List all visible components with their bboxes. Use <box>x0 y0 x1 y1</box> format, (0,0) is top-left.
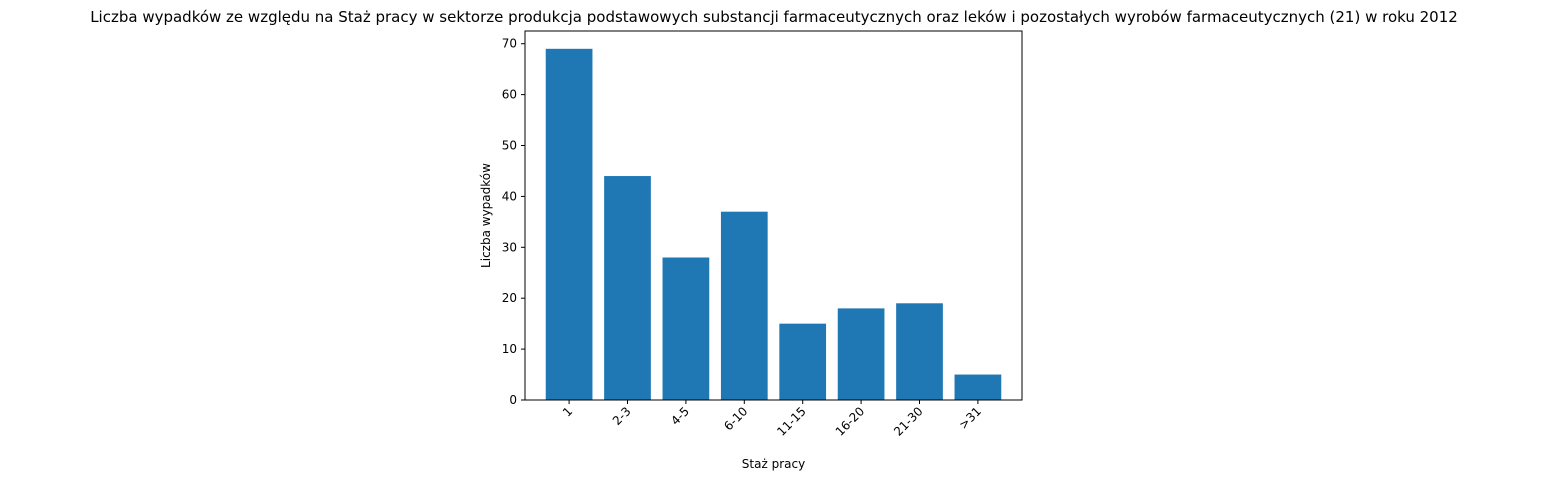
y-tick-label: 70 <box>502 37 517 51</box>
x-tick-label: 2-3 <box>610 404 634 428</box>
x-tick-label: 16-20 <box>833 404 868 439</box>
y-tick-label: 50 <box>502 139 517 153</box>
bar-2 <box>662 257 710 400</box>
chart-title: Liczba wypadków ze względu na Staż pracy… <box>90 8 1458 26</box>
y-tick-label: 40 <box>502 189 517 203</box>
y-tick-label: 0 <box>509 393 517 407</box>
bar-5 <box>837 308 885 400</box>
x-tick-label: 21-30 <box>891 404 926 439</box>
y-axis-ticks: 0 10 20 30 40 50 60 70 <box>502 37 525 407</box>
bar-7 <box>954 374 1002 400</box>
y-tick-label: 20 <box>502 291 517 305</box>
x-tick-label: 1 <box>560 404 575 419</box>
bar-3 <box>720 211 768 400</box>
x-tick-label: 4-5 <box>668 404 692 428</box>
bars-group <box>545 48 1002 401</box>
y-tick-label: 30 <box>502 240 517 254</box>
bar-6 <box>896 303 943 400</box>
bar-0 <box>545 48 593 401</box>
y-tick-label: 10 <box>502 342 517 356</box>
bar-4 <box>779 323 827 400</box>
x-tick-label: >31 <box>956 404 984 432</box>
bar-1 <box>604 176 651 400</box>
plot-frame <box>524 30 1023 401</box>
x-tick-label: 6-10 <box>721 404 750 433</box>
x-axis-ticks: 1 2-3 4-5 6-10 11-15 16-20 21-30 >31 <box>560 400 984 439</box>
x-tick-label: 11-15 <box>774 404 809 439</box>
y-axis-label: Liczba wypadków <box>479 163 493 268</box>
y-tick-label: 60 <box>502 88 517 102</box>
x-axis-label: Staż pracy <box>742 457 805 471</box>
